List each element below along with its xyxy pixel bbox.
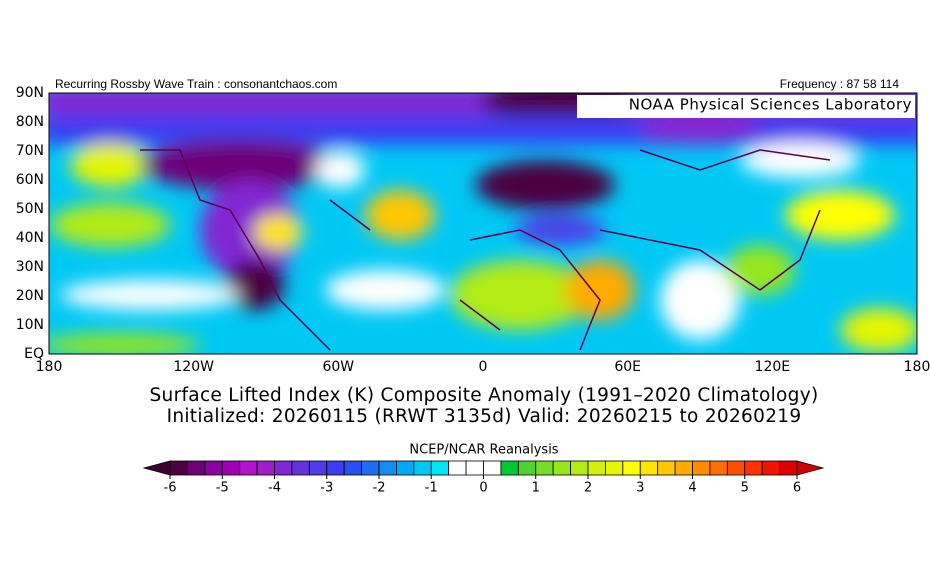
- colorbar-tick-label: 2: [584, 481, 592, 496]
- colorbar-box: [692, 460, 711, 476]
- lon-label: 60W: [322, 359, 354, 375]
- lat-label: 80N: [16, 114, 44, 130]
- colorbar-box: [308, 460, 328, 476]
- colorbar-tick-label: 3: [636, 481, 644, 496]
- colorbar-tick-label: -4: [268, 481, 281, 496]
- colorbar-tick-label: 0: [479, 481, 487, 496]
- colorbar-box: [483, 460, 502, 476]
- header-left: Recurring Rossby Wave Train : consonantc…: [55, 77, 337, 91]
- title-line: Initialized: 20260115 (RRWT 3135d) Valid…: [167, 406, 802, 427]
- colorbar-tick-label: -1: [425, 481, 438, 496]
- colorbar-box: [552, 460, 571, 476]
- colorbar-box: [605, 460, 624, 476]
- colorbar-box: [274, 460, 293, 476]
- colorbar-box: [396, 460, 415, 476]
- colorbar-box: [465, 460, 484, 476]
- colorbar-box: [657, 460, 676, 476]
- colorbar-tick-label: -3: [320, 481, 333, 496]
- map-label: NOAA Physical Sciences Laboratory: [629, 96, 912, 114]
- lat-label: 20N: [16, 288, 44, 304]
- colorbar-box: [587, 460, 606, 476]
- colorbar-tick-label: 5: [741, 481, 749, 496]
- colorbar-tick-label: 6: [793, 481, 801, 496]
- header-right: Frequency : 87 58 114: [780, 77, 900, 91]
- colorbar-box: [169, 460, 188, 476]
- colorbar-box: [343, 460, 362, 476]
- colorbar-box: [639, 460, 659, 476]
- colorbar-tick-label: -5: [216, 481, 229, 496]
- title-line: Surface Lifted Index (K) Composite Anoma…: [150, 385, 819, 406]
- colorbar-box: [622, 460, 641, 476]
- map-field: [49, 93, 917, 354]
- colorbar-box: [221, 460, 241, 476]
- colorbar-box: [674, 460, 693, 476]
- lat-label: 10N: [16, 317, 44, 333]
- lon-label: 120W: [173, 359, 214, 375]
- lon-label: 180: [36, 359, 63, 375]
- lon-label: 120E: [755, 359, 791, 375]
- lat-label: 90N: [16, 85, 44, 101]
- colorbar-box: [726, 460, 746, 476]
- colorbar-box: [570, 460, 589, 476]
- colorbar-tick-label: 1: [532, 481, 540, 496]
- lat-label: EQ: [24, 346, 44, 362]
- colorbar-over: [796, 460, 825, 476]
- colorbar-box: [709, 460, 728, 476]
- colorbar-under: [142, 460, 171, 476]
- lat-label: 50N: [16, 201, 44, 217]
- colorbar-box: [361, 460, 380, 476]
- lat-label: 30N: [16, 259, 44, 275]
- colorbar-box: [187, 460, 206, 476]
- lon-label: 60E: [614, 359, 641, 375]
- colorbar-box: [744, 460, 763, 476]
- colorbar-box: [291, 460, 310, 476]
- colorbar-label: NCEP/NCAR Reanalysis: [409, 443, 558, 458]
- colorbar-box: [535, 460, 554, 476]
- colorbar-box: [239, 460, 258, 476]
- colorbar-tick-label: 4: [688, 481, 696, 496]
- colorbar-box: [326, 460, 345, 476]
- colorbar-box: [448, 460, 467, 476]
- colorbar-box: [204, 460, 223, 476]
- colorbar-box: [779, 460, 798, 476]
- colorbar-box: [500, 460, 519, 476]
- colorbar-tick-label: -6: [164, 481, 177, 496]
- lon-label: 180: [904, 359, 930, 375]
- colorbar-box: [761, 460, 780, 476]
- colorbar-box: [256, 460, 275, 476]
- colorbar-box: [413, 460, 432, 476]
- lat-label: 40N: [16, 230, 44, 246]
- lat-label: 70N: [16, 143, 44, 159]
- colorbar-box: [378, 460, 397, 476]
- colorbar-box: [517, 460, 537, 476]
- lat-label: 60N: [16, 172, 44, 188]
- lon-label: 0: [479, 359, 488, 375]
- colorbar-tick-label: -2: [373, 481, 386, 496]
- colorbar-box: [430, 460, 450, 476]
